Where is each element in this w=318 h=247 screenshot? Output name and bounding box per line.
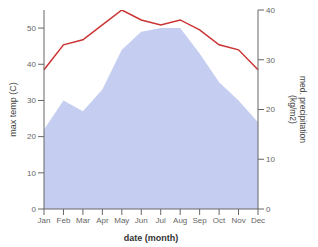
svg-text:0: 0 <box>32 205 37 214</box>
svg-text:max temp (C): max temp (C) <box>8 82 18 137</box>
svg-text:40: 40 <box>266 6 275 15</box>
svg-text:50: 50 <box>27 24 36 33</box>
svg-text:Jun: Jun <box>135 216 148 225</box>
svg-text:Feb: Feb <box>57 216 71 225</box>
svg-text:Jan: Jan <box>38 216 51 225</box>
svg-text:Apr: Apr <box>96 216 109 225</box>
svg-text:Dec: Dec <box>251 216 265 225</box>
svg-text:May: May <box>114 216 129 225</box>
svg-text:20: 20 <box>266 105 275 114</box>
svg-text:40: 40 <box>27 60 36 69</box>
svg-text:10: 10 <box>27 169 36 178</box>
svg-text:Sep: Sep <box>193 216 208 225</box>
svg-text:med. precipitation(kg/m2): med. precipitation(kg/m2) <box>288 76 308 143</box>
svg-text:0: 0 <box>266 205 271 214</box>
svg-text:20: 20 <box>27 132 36 141</box>
svg-text:30: 30 <box>27 96 36 105</box>
svg-text:Mar: Mar <box>76 216 90 225</box>
svg-text:10: 10 <box>266 155 275 164</box>
svg-text:30: 30 <box>266 56 275 65</box>
svg-text:date (month): date (month) <box>124 233 179 243</box>
svg-text:Nov: Nov <box>231 216 245 225</box>
svg-text:Aug: Aug <box>173 216 187 225</box>
svg-text:Jul: Jul <box>156 216 166 225</box>
svg-text:Oct: Oct <box>213 216 226 225</box>
